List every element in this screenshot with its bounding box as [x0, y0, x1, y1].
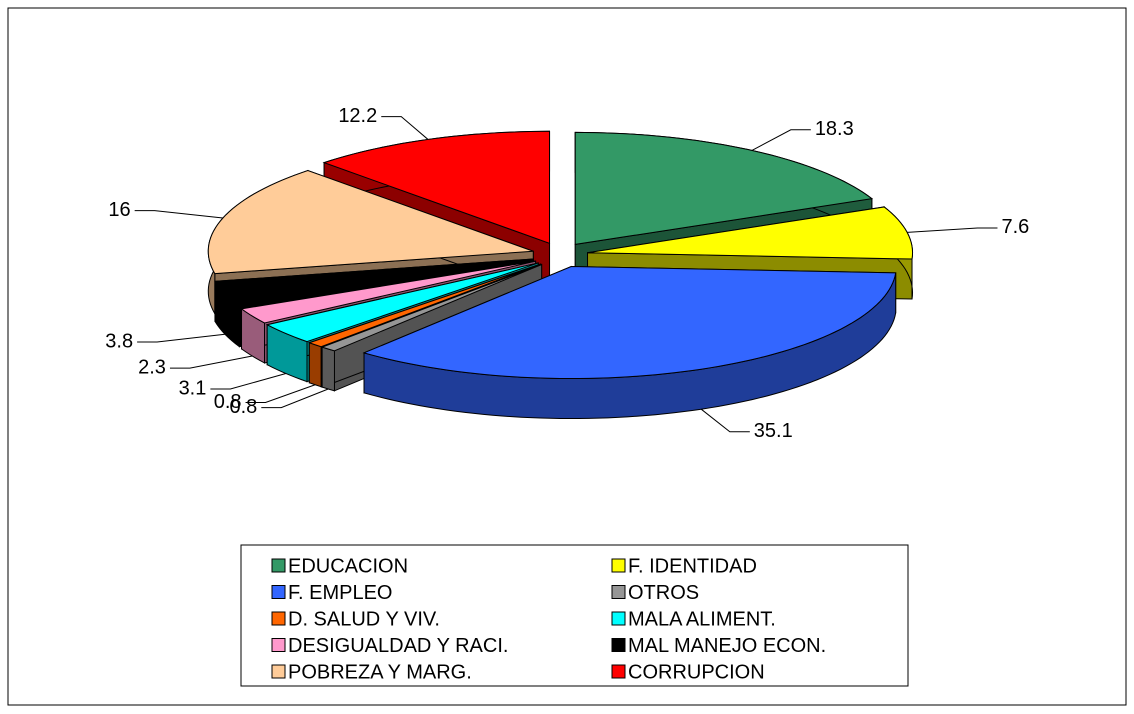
data-label: 18.3 [815, 118, 854, 140]
legend-label: F. IDENTIDAD [628, 555, 757, 577]
data-label: 0.8 [229, 396, 257, 418]
legend-label: CORRUPCION [628, 661, 765, 683]
leader-line [381, 116, 429, 140]
legend-label: OTROS [628, 582, 699, 604]
data-label: 7.6 [1001, 216, 1029, 238]
data-label: 12.2 [338, 105, 377, 127]
legend-box [240, 544, 909, 687]
legend-swatch [271, 611, 286, 626]
legend-swatch [611, 664, 626, 679]
slice-top [207, 170, 534, 275]
legend-swatch [611, 638, 626, 652]
slice-top [240, 260, 536, 324]
data-label: 35.1 [754, 420, 793, 442]
leader-line [261, 388, 329, 409]
data-label: 3.1 [179, 377, 207, 399]
legend-swatch [271, 664, 286, 679]
slice-side [321, 346, 335, 392]
slice-top [265, 262, 539, 343]
legend-swatch [271, 638, 286, 652]
leader-line [700, 408, 750, 433]
leader-line [169, 355, 253, 369]
legend-swatch [611, 585, 626, 599]
pie-slice [362, 265, 897, 420]
legend-label: POBREZA Y MARG. [288, 661, 472, 683]
data-label: 3.8 [105, 330, 133, 352]
slice-top [587, 206, 914, 260]
leader-line [137, 333, 226, 343]
leader-line [210, 373, 287, 390]
legend-label: DESIGUALDAD Y RACI. [288, 635, 508, 657]
legend-swatch [271, 585, 286, 599]
legend-label: F. EMPLEO [288, 582, 392, 604]
data-label: 16 [108, 199, 130, 221]
legend-swatch [271, 558, 286, 573]
legend-swatch [611, 611, 626, 626]
slice-top [574, 131, 874, 246]
slice-top [214, 258, 534, 308]
legend-label: MAL MANEJO ECON. [628, 635, 826, 657]
legend-swatch [611, 558, 626, 573]
slice-side [308, 342, 322, 388]
data-label: 2.3 [138, 356, 166, 378]
leader-line [134, 210, 223, 219]
legend-label: D. SALUD Y VIV. [288, 608, 440, 630]
leader-line [907, 227, 998, 233]
slice-top [320, 264, 542, 352]
slice-top [362, 266, 897, 380]
legend-label: MALA ALIMENT. [628, 608, 776, 630]
leader-line [751, 129, 811, 151]
leader-line [245, 384, 316, 403]
data-label: 0.8 [214, 391, 242, 413]
legend-label: EDUCACION [288, 555, 408, 577]
slice-top [307, 263, 541, 348]
